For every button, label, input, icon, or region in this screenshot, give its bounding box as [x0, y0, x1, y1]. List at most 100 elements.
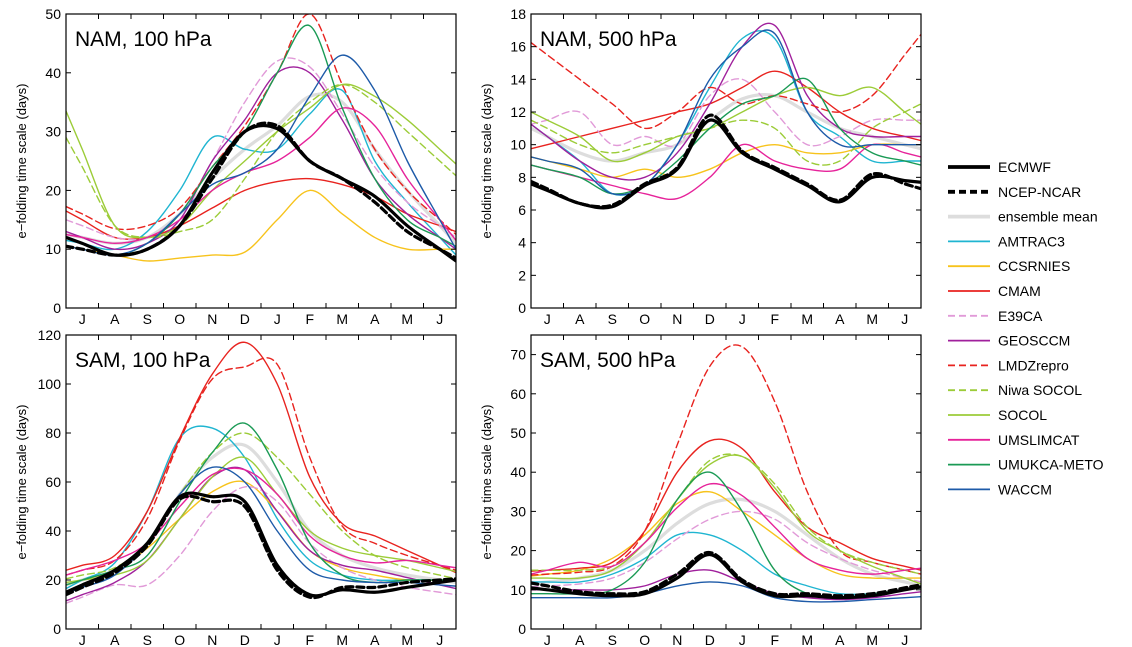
series-line-niwa-socol: [531, 453, 921, 575]
x-tick-label: J: [901, 632, 908, 647]
chart-panel-nam-100-hpa: 0 10 20 30 40 50 J A S O N D J F M A M Je−folding time sc…: [14, 6, 457, 327]
legend-label: E39CA: [998, 308, 1043, 324]
y-axis-label: e−folding time scale (days): [479, 405, 494, 560]
legend-label: UMUKCA-METO: [998, 457, 1104, 473]
x-tick-label: J: [436, 311, 443, 327]
series-line-geosccm: [531, 569, 921, 601]
x-tick-label: J: [79, 632, 86, 647]
panel-title: NAM, 100 hPa: [75, 28, 212, 51]
legend-item-cmam: CMAM: [948, 283, 1041, 299]
x-tick-label: F: [770, 311, 779, 327]
y-tick-label: 80: [45, 425, 61, 441]
legend-item-ncep-ncar: NCEP-NCAR: [948, 184, 1081, 200]
x-tick-label: A: [370, 311, 380, 327]
legend-label: SOCOL: [998, 407, 1047, 423]
y-tick-label: 20: [45, 572, 61, 588]
legend-item-socol: SOCOL: [948, 407, 1047, 423]
x-tick-label: A: [835, 311, 845, 327]
legend-label: Niwa SOCOL: [998, 382, 1082, 398]
x-tick-label: M: [801, 311, 813, 327]
legend-label: WACCM: [998, 481, 1052, 497]
x-tick-label: S: [143, 632, 152, 647]
x-tick-label: J: [274, 632, 281, 647]
x-tick-label: N: [672, 311, 682, 327]
series-line-cmam: [531, 438, 921, 572]
chart-panel-nam-500-hpa: 0 2 4 6 8 10 12 14 16 18 J A S O N D J F M A M Je−folding tim…: [479, 6, 922, 327]
x-tick-label: N: [207, 311, 217, 327]
series-line-ncep-ncar: [66, 494, 456, 600]
legend-item-amtrac3: AMTRAC3: [948, 233, 1065, 249]
x-tick-label: S: [143, 311, 152, 327]
series-line-cmam: [531, 70, 921, 150]
y-tick-label: 70: [510, 347, 526, 363]
y-tick-label: 4: [518, 235, 526, 251]
legend-label: CMAM: [998, 283, 1041, 299]
x-tick-label: M: [401, 632, 413, 647]
y-tick-label: 10: [510, 582, 526, 598]
x-tick-label: M: [801, 632, 813, 647]
y-tick-label: 10: [45, 241, 61, 257]
legend-item-e39ca: E39CA: [948, 308, 1043, 324]
series-line-umslimcat: [66, 467, 456, 576]
y-tick-label: 8: [518, 169, 526, 185]
x-tick-label: N: [207, 632, 217, 647]
series-line-e39ca: [66, 57, 456, 241]
series-line-socol: [531, 454, 921, 585]
x-tick-label: A: [110, 311, 120, 327]
legend-item-ensemble-mean: ensemble mean: [948, 209, 1098, 225]
x-tick-label: N: [672, 632, 682, 647]
series-line-niwa-socol: [531, 103, 921, 166]
panel-title: SAM, 500 hPa: [540, 349, 676, 372]
x-tick-label: J: [544, 632, 551, 647]
x-tick-label: A: [370, 632, 380, 647]
y-tick-label: 120: [38, 327, 62, 343]
chart-panel-sam-100-hpa: 0 20 40 60 80 100 120 J A S O N D J F M A M Je−folding tim…: [14, 327, 457, 647]
series-line-geosccm: [66, 66, 456, 251]
y-tick-label: 2: [518, 267, 526, 283]
series-line-ensemble-mean: [66, 92, 456, 245]
legend-label: GEOSCCM: [998, 333, 1070, 349]
x-tick-label: A: [110, 632, 120, 647]
legend-label: ensemble mean: [998, 209, 1098, 225]
y-axis-label: e−folding time scale (days): [14, 405, 29, 560]
legend-label: UMSLIMCAT: [998, 432, 1080, 448]
legend-item-ccsrnies: CCSRNIES: [948, 258, 1070, 274]
series-line-umukca-meto: [531, 471, 921, 599]
legend-item-umslimcat: UMSLIMCAT: [948, 432, 1080, 448]
legend-label: AMTRAC3: [998, 233, 1065, 249]
plot-frame: [530, 334, 922, 630]
legend: ECMWF NCEP-NCAR ensemble mean AMTRAC3 CCSRNI…: [948, 159, 1104, 497]
series-line-ecmwf: [66, 491, 456, 598]
x-tick-label: O: [174, 311, 185, 327]
series-lines: [66, 341, 456, 604]
x-tick-label: F: [770, 632, 779, 647]
x-tick-label: A: [575, 632, 585, 647]
legend-label: NCEP-NCAR: [998, 184, 1081, 200]
panel-title: NAM, 500 hPa: [540, 28, 677, 51]
series-line-socol: [531, 86, 921, 163]
y-tick-label: 50: [45, 6, 61, 22]
y-tick-label: 20: [510, 543, 526, 559]
series-line-e39ca: [531, 510, 921, 588]
x-tick-label: D: [705, 632, 715, 647]
x-tick-label: S: [608, 311, 617, 327]
y-tick-label: 40: [510, 464, 526, 480]
y-tick-label: 10: [510, 137, 526, 153]
y-tick-label: 0: [518, 300, 526, 316]
panel-title: SAM, 100 hPa: [75, 349, 211, 372]
x-tick-label: M: [401, 311, 413, 327]
series-line-socol: [66, 83, 456, 239]
x-tick-label: M: [336, 311, 348, 327]
series-line-ccsrnies: [66, 189, 456, 262]
series-line-ensemble-mean: [531, 497, 921, 588]
x-tick-label: O: [174, 632, 185, 647]
y-tick-label: 30: [510, 503, 526, 519]
series-line-amtrac3: [66, 88, 456, 256]
x-tick-label: J: [544, 311, 551, 327]
series-line-cmam: [66, 177, 456, 240]
y-axis-label: e−folding time scale (days): [14, 84, 29, 239]
x-tick-label: M: [336, 632, 348, 647]
series-line-geosccm: [531, 22, 921, 181]
y-tick-label: 0: [53, 300, 61, 316]
